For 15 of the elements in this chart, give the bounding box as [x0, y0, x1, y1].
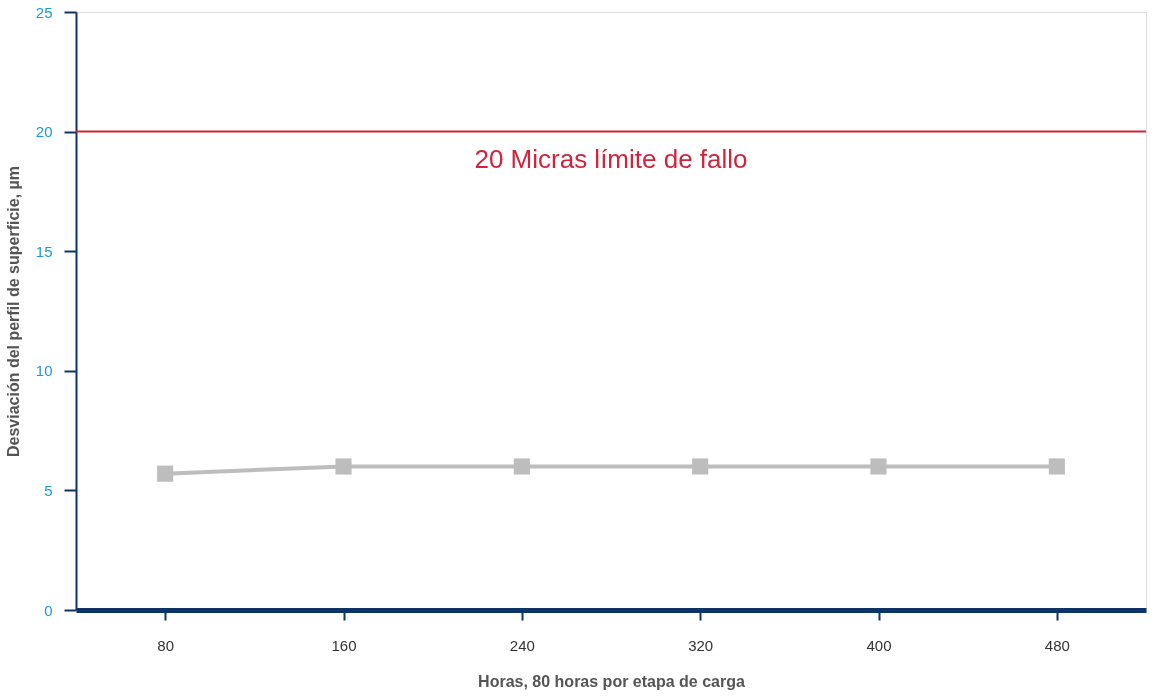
x-tick-label: 320	[688, 636, 714, 654]
ref-line-label: 20 Micras límite de fallo	[474, 143, 748, 174]
y-tick-label: 10	[35, 362, 53, 380]
x-tick-label: 480	[1044, 636, 1070, 654]
x-axis-title: Horas, 80 horas por etapa de carga	[478, 672, 745, 690]
x-tick-label: 160	[331, 636, 357, 654]
y-tick-label: 25	[35, 3, 53, 21]
y-tick-label: 5	[44, 481, 53, 499]
x-tick-label: 80	[157, 636, 175, 654]
y-axis-title: Desviación del perfil de superficie, µm	[4, 165, 22, 458]
y-tick-label: 15	[35, 242, 53, 260]
y-tick-label: 0	[44, 601, 53, 619]
y-tick-label: 20	[35, 123, 53, 141]
x-tick-label: 240	[509, 636, 535, 654]
x-tick-label: 400	[866, 636, 892, 654]
